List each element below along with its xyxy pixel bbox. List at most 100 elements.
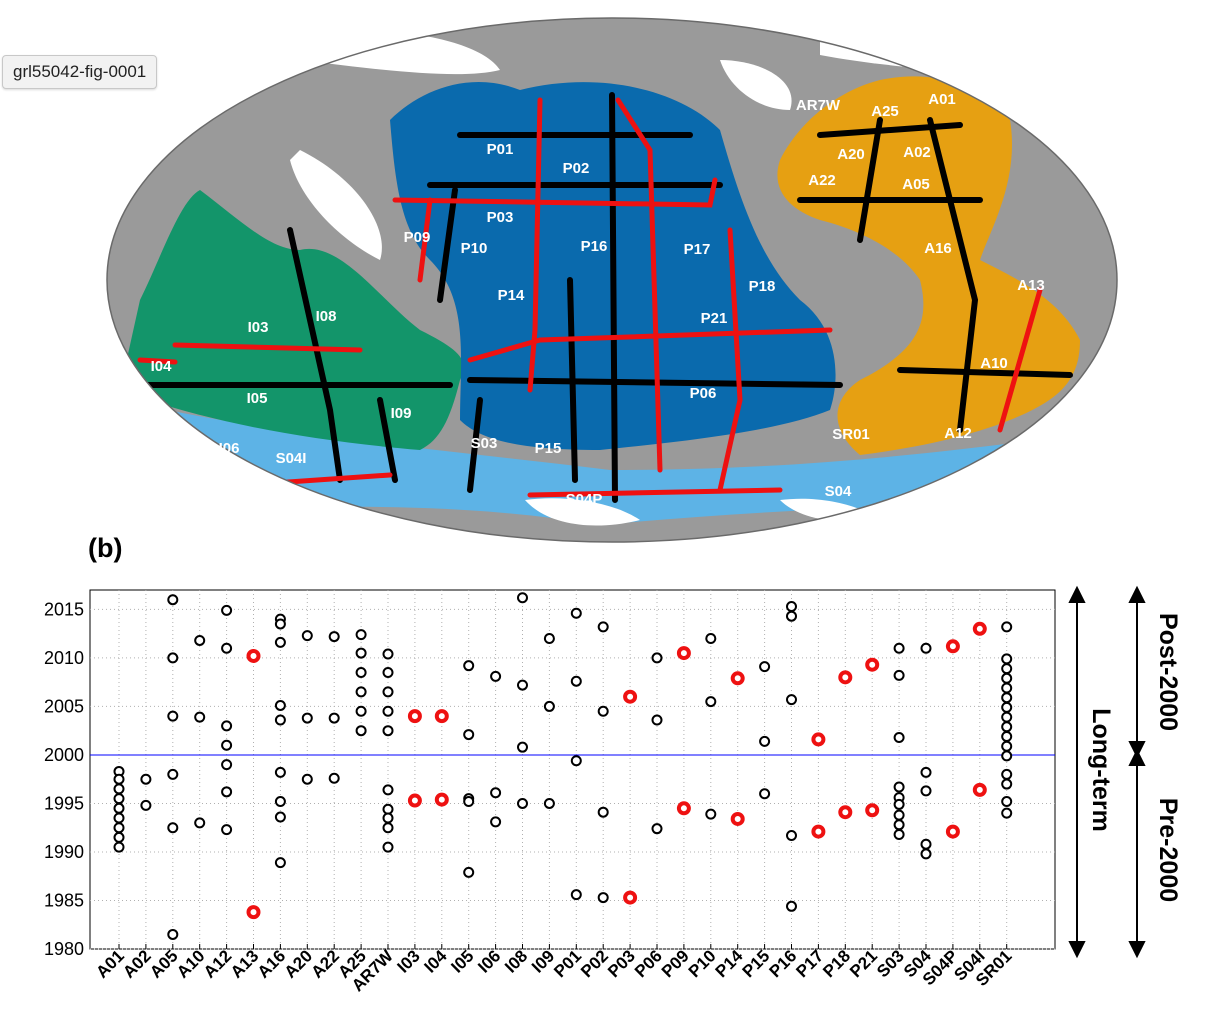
data-point-black [786,900,797,912]
section-label-s04i: S04I [276,450,307,467]
y-axis-ticks: 1980 1985 1990 1995 2000 2005 2010 2015 [44,599,84,959]
data-point-black [463,866,475,878]
section-label-a16: A16 [924,240,952,257]
data-point-black [194,817,206,829]
figure-id-tag: grl55042-fig-0001 [2,55,158,89]
section-label-i09: I09 [391,405,412,422]
section-label-p21: P21 [701,310,728,327]
data-point-black [221,786,233,798]
data-point-black [893,781,905,793]
section-label-i06: I06 [219,440,240,457]
data-point-black [221,720,233,732]
data-point-black [759,661,771,673]
section-label-i03: I03 [248,319,269,336]
section-label-i08: I08 [316,308,337,325]
data-point-black [113,783,125,795]
data-point-black [382,686,394,698]
data-point-black [463,660,475,672]
data-point-red [434,709,449,724]
data-point-black [382,725,394,737]
x-tick-label: I08 [501,946,531,976]
y-tick-label: 2000 [44,745,84,765]
data-point-black [382,648,394,660]
data-point-black [382,812,394,824]
section-label-a10: A10 [980,355,1008,372]
section-label-s04: S04 [825,483,852,500]
data-point-black [274,811,286,823]
section-label-p09: P09 [404,229,431,246]
data-point-black [140,773,152,785]
data-point-black [893,669,905,681]
data-point-red [246,648,261,663]
data-point-black [651,823,663,835]
data-point-black [490,670,502,682]
pre-2000-label: Pre-2000 [1154,798,1182,902]
data-point-black [167,768,179,780]
data-point-red [945,824,960,839]
data-point-red [407,709,422,724]
data-point-black [274,796,286,808]
data-point-black [167,928,179,940]
data-point-black [786,600,797,612]
data-point-black [382,841,394,853]
data-point-black [274,714,286,726]
data-point-red [623,890,638,905]
data-point-black [301,773,313,785]
data-point-black [274,699,286,711]
data-point-black [1001,682,1013,694]
data-point-black [113,822,125,834]
section-label-p03: P03 [487,209,514,226]
data-point-red [623,689,638,704]
data-point-black [355,666,367,678]
x-tick-label: I04 [420,946,451,977]
data-point-black [113,793,125,805]
data-point-red [972,782,987,797]
data-point-black [490,816,502,828]
data-point-black [113,773,125,785]
annotation-arrows [1068,585,1146,959]
data-point-black [893,731,905,743]
data-point-black [517,741,528,753]
section-label-p16: P16 [581,238,608,255]
data-point-black [1001,653,1013,665]
data-point-black [920,838,932,850]
data-point-black [543,700,555,712]
section-label-a20: A20 [837,146,865,163]
data-point-black [355,705,367,717]
data-point-black [920,766,932,778]
data-point-black [221,642,233,654]
section-label-s03: S03 [471,435,498,452]
data-point-black [355,725,367,737]
panel-label: (b) [88,533,123,563]
section-label-ar7w: AR7W [796,97,841,114]
data-point-black [1001,807,1013,819]
antarctic-ice-shelf [525,498,640,526]
data-point-black [1001,731,1013,743]
data-point-black [1001,692,1013,704]
data-point-black [382,705,394,717]
data-point-black [786,694,797,706]
data-point-black [167,710,179,722]
section-label-a01: A01 [928,91,956,108]
data-point-black [382,803,394,815]
section-label-a22: A22 [808,172,836,189]
data-point-black [221,759,233,771]
data-point-black [1001,740,1013,752]
data-point-red [676,646,691,661]
y-tick-label: 2010 [44,648,84,668]
data-point-black [194,711,206,723]
data-point-black [786,829,797,841]
globe-outline [106,17,1118,543]
data-point-black [893,809,905,821]
data-point-black [651,652,663,664]
data-point-black [597,892,609,904]
data-point-black [517,592,528,604]
data-point-red [246,905,261,920]
data-point-black [490,787,502,799]
data-point-black [113,802,125,814]
data-point-black [113,831,125,843]
data-point-black [274,766,286,778]
data-point-black [140,799,152,811]
data-point-black [221,604,233,616]
data-point-black [893,819,905,831]
